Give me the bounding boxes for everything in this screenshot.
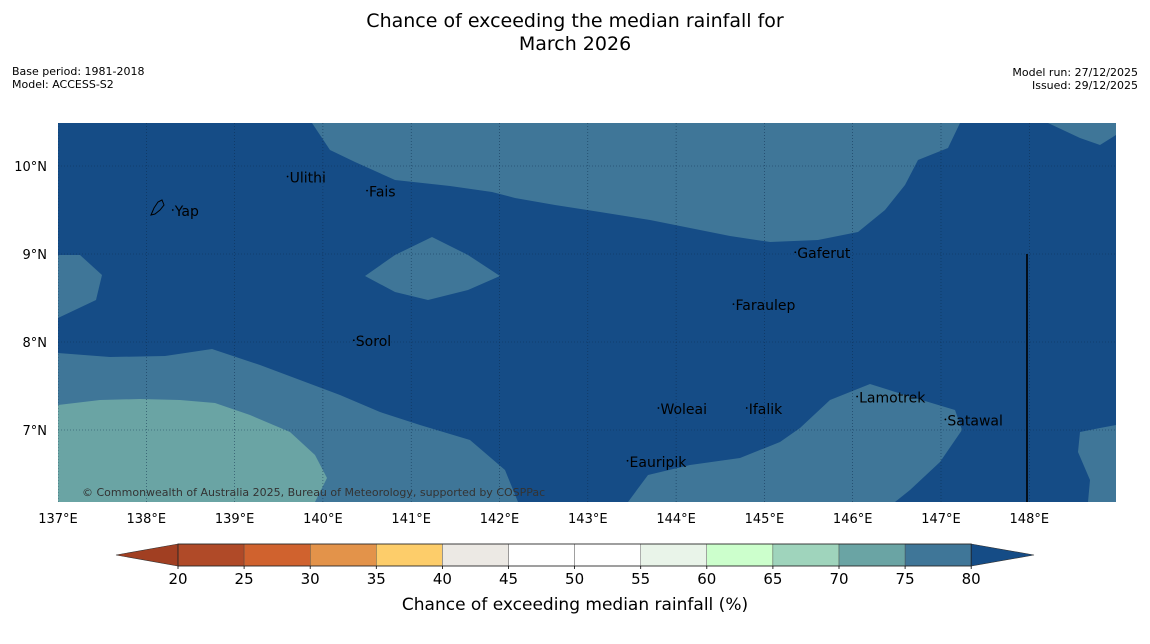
model-text: Model: ACCESS-S2	[12, 78, 114, 91]
colorbar-segment	[177, 543, 245, 567]
place-label: Ifalik	[749, 402, 783, 418]
place-marker	[732, 303, 735, 306]
place-label: Eauripik	[630, 455, 688, 471]
place-marker	[171, 209, 174, 211]
place-label: Ulithi	[290, 171, 326, 187]
colorbar-segment	[508, 543, 575, 567]
contour-core-southwest	[58, 399, 327, 502]
meta-left: Base period: 1981-2018 Model: ACCESS-S2	[12, 65, 144, 91]
place-label: Satawal	[947, 413, 1002, 429]
colorbar: 20 25 30 35 40 45 50 55 60 65 70 75 80	[115, 543, 1035, 588]
meta-right: Model run: 27/12/2025 Issued: 29/12/2025	[1012, 66, 1138, 92]
lat-tick-label: 8°N	[23, 336, 48, 351]
place-label: Gaferut	[797, 246, 851, 262]
lon-tick-label: 143°E	[568, 512, 608, 527]
title-line-1: Chance of exceeding the median rainfall …	[366, 10, 784, 32]
place-marker	[856, 395, 859, 398]
map-title: Chance of exceeding the median rainfall …	[0, 10, 1150, 56]
colorbar-tick-label: 80	[962, 570, 981, 588]
place-marker	[657, 407, 660, 409]
lon-tick-label: 147°E	[921, 512, 961, 527]
model-run-text: Model run: 27/12/2025	[1012, 66, 1138, 79]
lon-tick-label: 141°E	[391, 512, 431, 527]
place-labels: Yap Ulithi Fais Gaferut Faraulep Sorol Lamotre…	[171, 171, 1003, 471]
colorbar-tick-label: 35	[367, 570, 386, 588]
colorbar-tick-label: 75	[896, 570, 915, 588]
lon-tick-label: 142°E	[480, 512, 520, 527]
colorbar-tick-label: 45	[499, 570, 518, 588]
colorbar-tick-label: 70	[829, 570, 848, 588]
title-line-2: March 2026	[518, 33, 632, 55]
lat-tick-label: 10°N	[14, 160, 47, 175]
place-marker	[745, 407, 748, 409]
lon-tick-label: 138°E	[127, 512, 167, 527]
colorbar-segment	[640, 543, 708, 567]
contour-band-northeast	[1048, 123, 1116, 145]
lon-tick-label: 145°E	[745, 512, 785, 527]
lon-tick-label: 148°E	[1010, 512, 1050, 527]
place-label: Faraulep	[735, 298, 795, 314]
colorbar-segment	[376, 543, 443, 567]
place-marker	[626, 459, 629, 462]
map-area: Yap Ulithi Fais Gaferut Faraulep Sorol Lamotre…	[58, 123, 1116, 502]
latitude-labels: 10°N 9°N 8°N 7°N	[14, 160, 47, 439]
lon-tick-label: 144°E	[656, 512, 696, 527]
place-label: Woleai	[660, 402, 707, 418]
contour-band-north	[312, 123, 960, 242]
lon-tick-label: 146°E	[833, 512, 873, 527]
base-period-text: Base period: 1981-2018	[12, 65, 145, 78]
place-marker	[366, 189, 368, 192]
contour-lens	[365, 237, 500, 300]
place-label: Yap	[174, 204, 199, 220]
place-label: Lamotrek	[859, 391, 926, 407]
place-label: Sorol	[356, 334, 391, 350]
place-marker	[944, 418, 947, 421]
colorbar-tick-label: 20	[168, 570, 187, 588]
colorbar-tick-label: 55	[631, 570, 650, 588]
colorbar-segment	[442, 543, 509, 567]
colorbar-tick-label: 25	[235, 570, 254, 588]
colorbar-segment	[310, 543, 377, 567]
colorbar-segment	[243, 543, 311, 567]
colorbar-tick-label: 30	[301, 570, 320, 588]
place-marker	[352, 339, 355, 342]
colorbar-tick-label: 60	[697, 570, 716, 588]
place-marker	[286, 175, 289, 178]
place-label: Fais	[369, 185, 396, 201]
colorbar-segment	[772, 543, 840, 567]
colorbar-segment	[838, 543, 906, 567]
yap-island-outline	[150, 199, 165, 216]
longitude-labels: 137°E 138°E 139°E 140°E 141°E 142°E 143°E 144°E…	[38, 512, 1049, 527]
colorbar-label: Chance of exceeding median rainfall (%)	[402, 595, 748, 615]
graticule	[58, 123, 1116, 502]
colorbar-tick-label: 40	[433, 570, 452, 588]
contour-band-southeast	[628, 384, 962, 502]
colorbar-segment	[706, 543, 774, 567]
colorbar-tick-label: 65	[763, 570, 782, 588]
place-marker	[794, 251, 797, 254]
lon-tick-label: 140°E	[303, 512, 343, 527]
colorbar-under-triangle	[115, 543, 179, 567]
colorbar-segment	[904, 543, 972, 567]
colorbar-tick-label: 50	[565, 570, 584, 588]
lat-tick-label: 7°N	[23, 424, 48, 439]
copyright-credit: © Commonwealth of Australia 2025, Bureau…	[82, 486, 545, 499]
contour-lobe-east	[1078, 425, 1116, 502]
lon-tick-label: 137°E	[38, 512, 78, 527]
lon-tick-label: 139°E	[215, 512, 255, 527]
colorbar-over-triangle	[970, 543, 1035, 567]
lat-tick-label: 9°N	[23, 248, 48, 263]
issued-text: Issued: 29/12/2025	[1031, 79, 1138, 92]
contour-lobe-west	[58, 255, 102, 318]
colorbar-segment	[574, 543, 641, 567]
